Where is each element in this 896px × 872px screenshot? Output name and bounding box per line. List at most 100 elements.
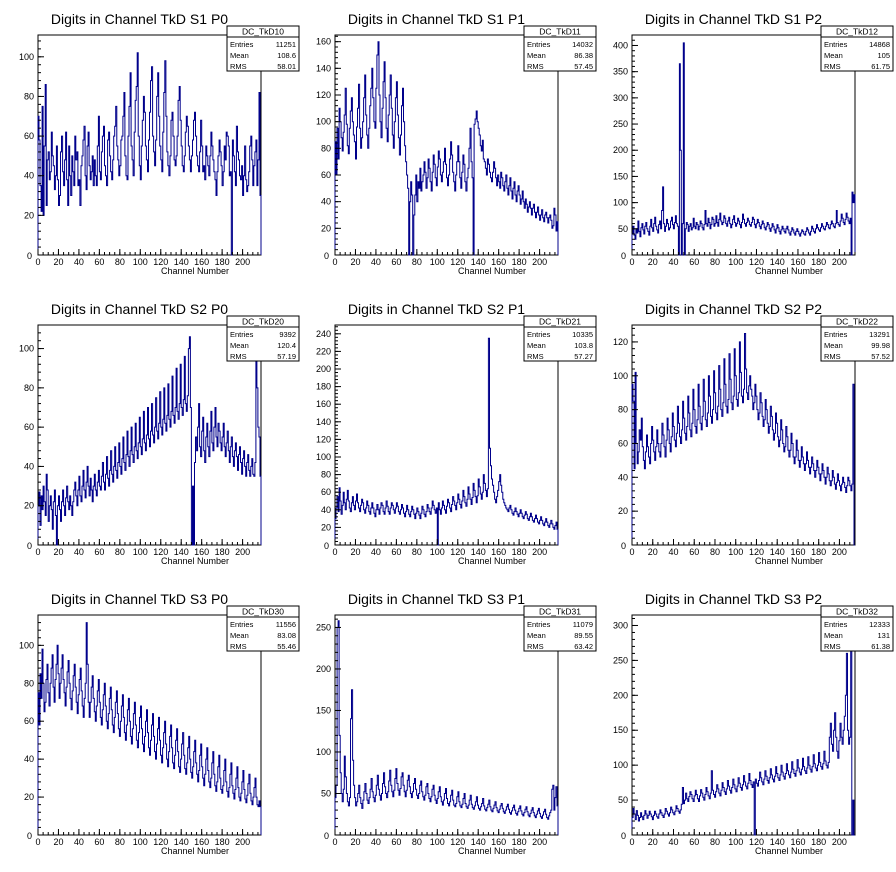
plot-frame bbox=[631, 614, 856, 836]
y-tick-label: 140 bbox=[316, 417, 331, 427]
y-axis: 0 50 100 150 200 250 300 bbox=[613, 617, 638, 841]
stats-box: DC_TkD22 Entries 13291 Mean 99.98 RMS 57.52 bbox=[820, 315, 894, 362]
x-tick-label: 40 bbox=[371, 257, 381, 267]
stats-box: DC_TkD11 Entries 14032 Mean 86.38 RMS 57.45 bbox=[523, 25, 597, 72]
stats-value: 57.45 bbox=[574, 62, 593, 71]
stats-value: 11556 bbox=[276, 620, 296, 629]
y-axis: 0 20 40 60 80 100 bbox=[19, 40, 44, 261]
y-tick-label: 100 bbox=[19, 52, 34, 62]
y-tick-label: 200 bbox=[613, 690, 628, 700]
x-tick-label: 180 bbox=[512, 547, 527, 557]
x-axis: 0 20 40 60 80 100 120 140 160 180 200 Channel Numbe… bbox=[332, 539, 556, 566]
x-tick-label: 40 bbox=[74, 547, 84, 557]
x-tick-label: 120 bbox=[153, 257, 168, 267]
histogram-series bbox=[37, 336, 262, 546]
y-tick-label: 20 bbox=[24, 792, 34, 802]
y-tick-label: 80 bbox=[24, 383, 34, 393]
stats-box-frame bbox=[820, 315, 894, 362]
x-tick-label: 180 bbox=[811, 547, 826, 557]
x-tick-label: 0 bbox=[35, 257, 40, 267]
stats-label: RMS bbox=[527, 352, 544, 361]
stats-label: Mean bbox=[824, 341, 843, 350]
stats-value: 57.19 bbox=[277, 352, 296, 361]
x-tick-label: 40 bbox=[371, 547, 381, 557]
stats-value: 13291 bbox=[869, 330, 890, 339]
x-tick-label: 160 bbox=[491, 257, 506, 267]
y-tick-label: 100 bbox=[613, 371, 628, 381]
stats-histogram-name: DC_TkD20 bbox=[242, 317, 284, 327]
x-tick-label: 180 bbox=[512, 257, 527, 267]
x-tick-label: 200 bbox=[235, 257, 250, 267]
stats-value: 12333 bbox=[869, 620, 890, 629]
stats-box-frame bbox=[226, 25, 300, 72]
x-tick-label: 140 bbox=[770, 547, 785, 557]
x-tick-label: 100 bbox=[133, 547, 148, 557]
stats-histogram-name: DC_TkD31 bbox=[539, 607, 581, 617]
x-tick-label: 40 bbox=[74, 837, 84, 847]
y-tick-label: 0 bbox=[621, 541, 626, 551]
x-tick-label: 120 bbox=[153, 837, 168, 847]
plot-title: Digits in Channel TkD S1 P2 bbox=[645, 11, 822, 27]
x-tick-label: 80 bbox=[710, 257, 720, 267]
y-tick-label: 240 bbox=[316, 329, 331, 339]
y-tick-label: 0 bbox=[621, 831, 626, 841]
y-tick-label: 100 bbox=[316, 747, 331, 757]
y-tick-label: 80 bbox=[321, 143, 331, 153]
x-tick-label: 160 bbox=[194, 257, 209, 267]
stats-box: DC_TkD12 Entries 14868 Mean 105 RMS 61.75 bbox=[820, 25, 894, 72]
x-tick-label: 200 bbox=[832, 837, 847, 847]
y-tick-label: 20 bbox=[321, 223, 331, 233]
y-tick-label: 40 bbox=[321, 505, 331, 515]
y-tick-label: 60 bbox=[618, 438, 628, 448]
x-tick-label: 200 bbox=[532, 837, 547, 847]
x-tick-label: 60 bbox=[391, 547, 401, 557]
x-tick-label: 180 bbox=[811, 837, 826, 847]
x-tick-label: 200 bbox=[532, 257, 547, 267]
x-tick-label: 80 bbox=[412, 547, 422, 557]
stats-label: RMS bbox=[230, 642, 247, 651]
x-tick-label: 0 bbox=[332, 547, 337, 557]
histogram-series bbox=[631, 333, 855, 546]
y-tick-label: 0 bbox=[27, 251, 32, 261]
x-tick-label: 120 bbox=[749, 837, 764, 847]
y-tick-label: 20 bbox=[618, 506, 628, 516]
stats-label: RMS bbox=[824, 352, 841, 361]
x-tick-label: 60 bbox=[391, 257, 401, 267]
x-tick-label: 120 bbox=[749, 257, 764, 267]
x-tick-label: 100 bbox=[728, 257, 743, 267]
x-axis-title: Channel Number bbox=[755, 266, 823, 276]
x-tick-label: 20 bbox=[350, 547, 360, 557]
stats-label: Mean bbox=[230, 341, 249, 350]
x-tick-label: 20 bbox=[53, 547, 63, 557]
x-tick-label: 140 bbox=[174, 837, 189, 847]
x-tick-label: 140 bbox=[471, 257, 486, 267]
y-tick-label: 20 bbox=[321, 522, 331, 532]
y-tick-label: 200 bbox=[613, 145, 628, 155]
x-tick-label: 0 bbox=[35, 837, 40, 847]
y-tick-label: 20 bbox=[24, 210, 34, 220]
x-axis-title: Channel Number bbox=[161, 556, 229, 566]
stats-histogram-name: DC_TkD30 bbox=[242, 607, 284, 617]
x-tick-label: 140 bbox=[174, 257, 189, 267]
y-tick-label: 180 bbox=[316, 382, 331, 392]
x-tick-label: 80 bbox=[115, 257, 125, 267]
x-tick-label: 20 bbox=[350, 837, 360, 847]
stats-label: Mean bbox=[230, 631, 249, 640]
y-tick-label: 250 bbox=[613, 655, 628, 665]
x-tick-label: 60 bbox=[689, 837, 699, 847]
x-tick-label: 100 bbox=[430, 257, 445, 267]
stats-value: 61.38 bbox=[871, 642, 890, 651]
y-tick-label: 160 bbox=[316, 399, 331, 409]
x-tick-label: 140 bbox=[770, 257, 785, 267]
stats-value: 103.8 bbox=[574, 341, 593, 350]
y-tick-label: 40 bbox=[24, 171, 34, 181]
stats-label: Entries bbox=[230, 40, 254, 49]
stats-box-frame bbox=[226, 605, 300, 652]
x-tick-label: 180 bbox=[215, 837, 230, 847]
y-tick-label: 120 bbox=[316, 434, 331, 444]
stats-histogram-name: DC_TkD10 bbox=[242, 27, 284, 37]
x-tick-label: 60 bbox=[689, 257, 699, 267]
y-tick-label: 300 bbox=[613, 93, 628, 103]
x-tick-label: 40 bbox=[371, 837, 381, 847]
x-axis: 0 20 40 60 80 100 120 140 160 180 200 Channel Numbe… bbox=[35, 249, 259, 276]
